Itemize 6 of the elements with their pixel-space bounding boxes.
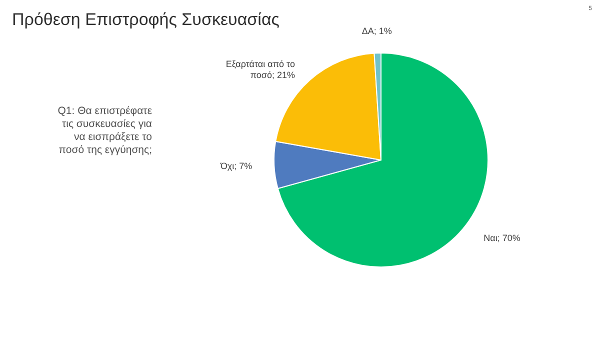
slice-label: ΔΑ; 1% <box>362 26 392 36</box>
slice-label: Εξαρτάται από το ποσό; 21% <box>226 58 295 80</box>
slice-label: Όχι; 7% <box>219 161 252 172</box>
chart-title: Πρόθεση Επιστροφής Συσκευασίας <box>12 10 280 29</box>
slice-label: Ναι; 70% <box>484 233 520 244</box>
text: Q1: Θα επιστρέφατε τις συσκευασίες για να εισπράξετε το ποσό της εγγύησης; <box>58 105 152 156</box>
